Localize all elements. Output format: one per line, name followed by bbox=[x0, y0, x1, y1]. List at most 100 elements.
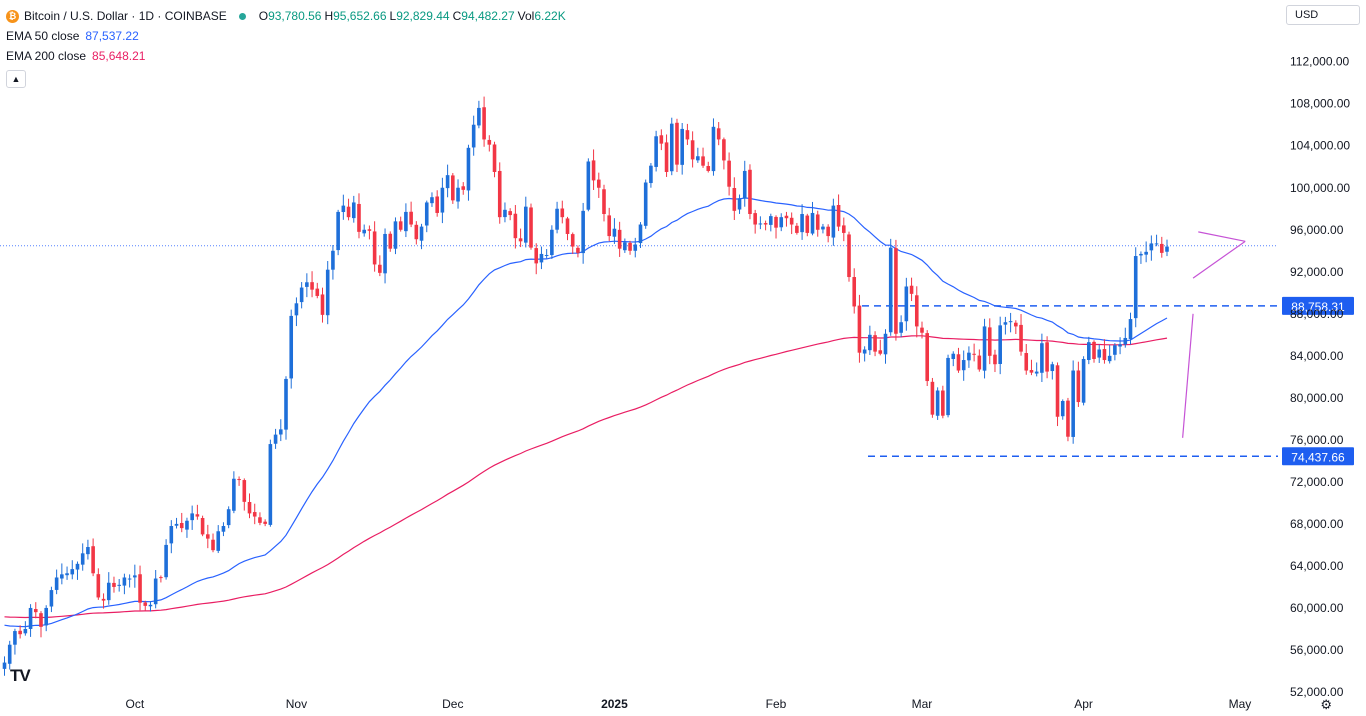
gear-icon[interactable]: ⚙ bbox=[1320, 697, 1332, 712]
candle[interactable] bbox=[982, 318, 987, 379]
candle[interactable] bbox=[508, 208, 512, 221]
ema50-row[interactable]: EMA 50 close 87,537.22 bbox=[6, 26, 566, 46]
candle[interactable] bbox=[821, 223, 825, 234]
candle[interactable] bbox=[654, 130, 658, 172]
candle[interactable] bbox=[1102, 339, 1107, 364]
candle[interactable] bbox=[638, 222, 643, 248]
candle[interactable] bbox=[633, 237, 638, 258]
candle[interactable] bbox=[1087, 336, 1091, 365]
candle[interactable] bbox=[54, 569, 59, 595]
candle[interactable] bbox=[706, 161, 711, 173]
pennant-pole-line[interactable] bbox=[1182, 313, 1194, 438]
candle[interactable] bbox=[174, 517, 179, 529]
candle[interactable] bbox=[753, 209, 757, 234]
candle[interactable] bbox=[951, 351, 956, 367]
candle[interactable] bbox=[325, 261, 330, 325]
candle[interactable] bbox=[987, 318, 992, 365]
candle[interactable] bbox=[362, 224, 366, 237]
pennant-lower-line[interactable] bbox=[1192, 240, 1246, 279]
candle[interactable] bbox=[1040, 333, 1044, 383]
candle[interactable] bbox=[482, 96, 486, 147]
candle[interactable] bbox=[810, 201, 815, 236]
candle[interactable] bbox=[346, 198, 351, 221]
candle[interactable] bbox=[65, 566, 69, 580]
candle[interactable] bbox=[315, 282, 320, 299]
candle[interactable] bbox=[920, 321, 924, 339]
candle[interactable] bbox=[1123, 327, 1128, 348]
candle[interactable] bbox=[273, 428, 278, 449]
candle[interactable] bbox=[13, 628, 17, 655]
candle[interactable] bbox=[367, 225, 372, 240]
candle[interactable] bbox=[1139, 251, 1143, 264]
candle[interactable] bbox=[550, 225, 554, 259]
candle[interactable] bbox=[857, 294, 862, 363]
candle[interactable] bbox=[206, 524, 210, 549]
candle[interactable] bbox=[1133, 247, 1138, 328]
candle[interactable] bbox=[195, 504, 200, 520]
candle[interactable] bbox=[696, 147, 700, 163]
candle[interactable] bbox=[127, 574, 132, 588]
candle[interactable] bbox=[779, 213, 784, 232]
candle[interactable] bbox=[581, 202, 585, 264]
candle[interactable] bbox=[112, 576, 116, 593]
candle[interactable] bbox=[961, 350, 966, 381]
candle[interactable] bbox=[492, 141, 497, 178]
candle[interactable] bbox=[935, 387, 940, 420]
candle[interactable] bbox=[967, 346, 971, 368]
candle[interactable] bbox=[435, 190, 439, 217]
candle[interactable] bbox=[1165, 239, 1169, 257]
candle[interactable] bbox=[378, 255, 382, 277]
candle[interactable] bbox=[33, 602, 38, 619]
candle[interactable] bbox=[185, 517, 189, 538]
candle[interactable] bbox=[96, 568, 101, 600]
candle[interactable] bbox=[539, 246, 544, 270]
candle[interactable] bbox=[826, 224, 830, 243]
candle[interactable] bbox=[80, 543, 85, 571]
candle[interactable] bbox=[310, 271, 314, 298]
candle[interactable] bbox=[138, 565, 142, 611]
candle[interactable] bbox=[1107, 345, 1112, 364]
candle[interactable] bbox=[555, 201, 559, 234]
candle[interactable] bbox=[487, 135, 492, 152]
candle[interactable] bbox=[169, 520, 174, 554]
candle[interactable] bbox=[586, 158, 591, 212]
candle[interactable] bbox=[122, 573, 127, 595]
candle[interactable] bbox=[294, 297, 299, 327]
candle[interactable] bbox=[351, 195, 356, 223]
candle[interactable] bbox=[524, 196, 528, 248]
candle[interactable] bbox=[664, 134, 669, 177]
candle[interactable] bbox=[862, 346, 867, 362]
candle[interactable] bbox=[299, 282, 304, 309]
candle[interactable] bbox=[748, 164, 752, 220]
candle[interactable] bbox=[800, 204, 804, 240]
candle[interactable] bbox=[1008, 312, 1013, 333]
candle[interactable] bbox=[737, 194, 742, 214]
candle[interactable] bbox=[252, 503, 257, 525]
candle[interactable] bbox=[805, 213, 810, 237]
candle[interactable] bbox=[1092, 340, 1096, 363]
candle[interactable] bbox=[153, 569, 158, 609]
candle[interactable] bbox=[847, 231, 851, 282]
candle[interactable] bbox=[628, 240, 632, 255]
candle[interactable] bbox=[398, 216, 403, 232]
candle[interactable] bbox=[623, 238, 627, 253]
candle[interactable] bbox=[888, 238, 893, 336]
candle[interactable] bbox=[946, 354, 950, 418]
symbol-title[interactable]: Bitcoin / U.S. Dollar · 1D · COINBASE bbox=[24, 9, 227, 23]
candle[interactable] bbox=[237, 476, 241, 486]
candle[interactable] bbox=[795, 222, 799, 235]
candle[interactable] bbox=[18, 625, 22, 639]
candle[interactable] bbox=[39, 611, 43, 638]
currency-selector[interactable]: USD bbox=[1286, 5, 1360, 25]
candle[interactable] bbox=[179, 512, 184, 533]
candle[interactable] bbox=[878, 339, 883, 356]
candle[interactable] bbox=[221, 522, 226, 537]
candle[interactable] bbox=[831, 198, 836, 246]
candle[interactable] bbox=[258, 512, 262, 526]
candle[interactable] bbox=[106, 572, 111, 605]
candle[interactable] bbox=[278, 419, 283, 442]
candle[interactable] bbox=[529, 203, 533, 250]
candle[interactable] bbox=[1128, 312, 1133, 345]
candle[interactable] bbox=[232, 471, 236, 514]
candle[interactable] bbox=[711, 118, 716, 176]
